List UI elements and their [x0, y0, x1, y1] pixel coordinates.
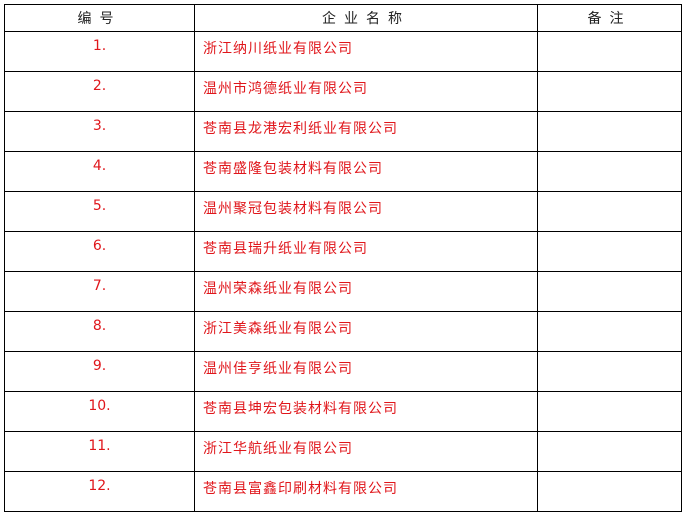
header-company-name: 企业名称 [194, 4, 538, 32]
remark-cell [537, 191, 682, 232]
row-number: 1. [4, 31, 195, 72]
row-number: 4. [4, 151, 195, 192]
table-row: 9. 温州佳亨纸业有限公司 [4, 351, 682, 392]
company-name: 温州荣森纸业有限公司 [194, 271, 538, 312]
remark-cell [537, 351, 682, 392]
row-number: 12. [4, 471, 195, 512]
row-number: 10. [4, 391, 195, 432]
company-name: 苍南县瑞升纸业有限公司 [194, 231, 538, 272]
row-number: 2. [4, 71, 195, 112]
header-number: 编号 [4, 4, 195, 32]
header-row: 编号 企业名称 备注 [4, 4, 682, 32]
table-row: 7. 温州荣森纸业有限公司 [4, 271, 682, 312]
table-row: 3. 苍南县龙港宏利纸业有限公司 [4, 111, 682, 152]
remark-cell [537, 271, 682, 312]
row-number: 11. [4, 431, 195, 472]
remark-cell [537, 111, 682, 152]
row-number: 6. [4, 231, 195, 272]
table-row: 6. 苍南县瑞升纸业有限公司 [4, 231, 682, 272]
table-row: 5. 温州聚冠包装材料有限公司 [4, 191, 682, 232]
row-number: 8. [4, 311, 195, 352]
company-name: 浙江华航纸业有限公司 [194, 431, 538, 472]
table-row: 12. 苍南县富鑫印刷材料有限公司 [4, 471, 682, 512]
row-number: 5. [4, 191, 195, 232]
row-number: 3. [4, 111, 195, 152]
table-row: 4. 苍南盛隆包装材料有限公司 [4, 151, 682, 192]
table-row: 2. 温州市鸿德纸业有限公司 [4, 71, 682, 112]
table-row: 10. 苍南县坤宏包装材料有限公司 [4, 391, 682, 432]
company-name: 温州聚冠包装材料有限公司 [194, 191, 538, 232]
remark-cell [537, 31, 682, 72]
header-remarks: 备注 [537, 4, 682, 32]
remark-cell [537, 471, 682, 512]
company-name: 苍南盛隆包装材料有限公司 [194, 151, 538, 192]
company-name: 苍南县龙港宏利纸业有限公司 [194, 111, 538, 152]
remark-cell [537, 231, 682, 272]
company-name: 温州佳亨纸业有限公司 [194, 351, 538, 392]
row-number: 9. [4, 351, 195, 392]
remark-cell [537, 151, 682, 192]
company-name: 苍南县坤宏包装材料有限公司 [194, 391, 538, 432]
table-row: 1. 浙江纳川纸业有限公司 [4, 31, 682, 72]
company-name: 温州市鸿德纸业有限公司 [194, 71, 538, 112]
table-row: 11. 浙江华航纸业有限公司 [4, 431, 682, 472]
remark-cell [537, 311, 682, 352]
row-number: 7. [4, 271, 195, 312]
company-name: 浙江纳川纸业有限公司 [194, 31, 538, 72]
remark-cell [537, 431, 682, 472]
remark-cell [537, 71, 682, 112]
remark-cell [537, 391, 682, 432]
company-name: 苍南县富鑫印刷材料有限公司 [194, 471, 538, 512]
company-table: 编号 企业名称 备注 1. 浙江纳川纸业有限公司 2. 温州市鸿德纸业有限公司 3. 苍南… [4, 4, 682, 512]
company-name: 浙江美森纸业有限公司 [194, 311, 538, 352]
table-row: 8. 浙江美森纸业有限公司 [4, 311, 682, 352]
